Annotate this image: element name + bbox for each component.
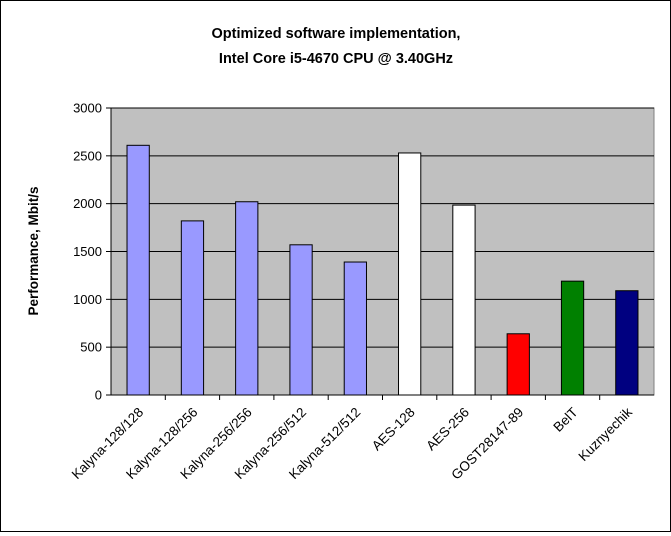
bar	[560, 280, 585, 396]
bar	[398, 152, 422, 396]
y-tick-label: 2500	[73, 148, 102, 163]
y-tick-label: 0	[95, 388, 102, 403]
x-tick-label: BelT	[550, 405, 580, 435]
bar	[126, 144, 150, 396]
x-tick-label: Kuznyechik	[576, 404, 636, 464]
bar	[343, 261, 367, 396]
y-tick-label: 3000	[73, 101, 102, 116]
y-tick-label: 500	[80, 340, 102, 355]
bar	[615, 290, 639, 396]
y-tick-label: 1500	[73, 244, 102, 259]
chart-subtitle: Intel Core i5-4670 CPU @ 3.40GHz	[219, 51, 453, 67]
y-axis: 0 500 1000 1500 2000 2500 3000	[73, 101, 112, 403]
x-axis: Kalyna-128/128Kalyna-128/256Kalyna-256/2…	[69, 394, 654, 483]
y-axis-label: Performance, Mbit/s	[26, 186, 41, 315]
bar	[289, 244, 313, 396]
bar	[452, 204, 476, 396]
bar	[180, 220, 205, 396]
y-tick-label: 1000	[73, 292, 102, 307]
bars	[126, 144, 639, 396]
y-tick-label: 2000	[73, 196, 102, 211]
x-tick-label: AES-256	[423, 405, 472, 454]
chart-title: Optimized software implementation,	[212, 26, 461, 42]
bar	[506, 333, 530, 396]
x-tick-label: AES-128	[369, 405, 418, 454]
bar	[235, 201, 259, 396]
